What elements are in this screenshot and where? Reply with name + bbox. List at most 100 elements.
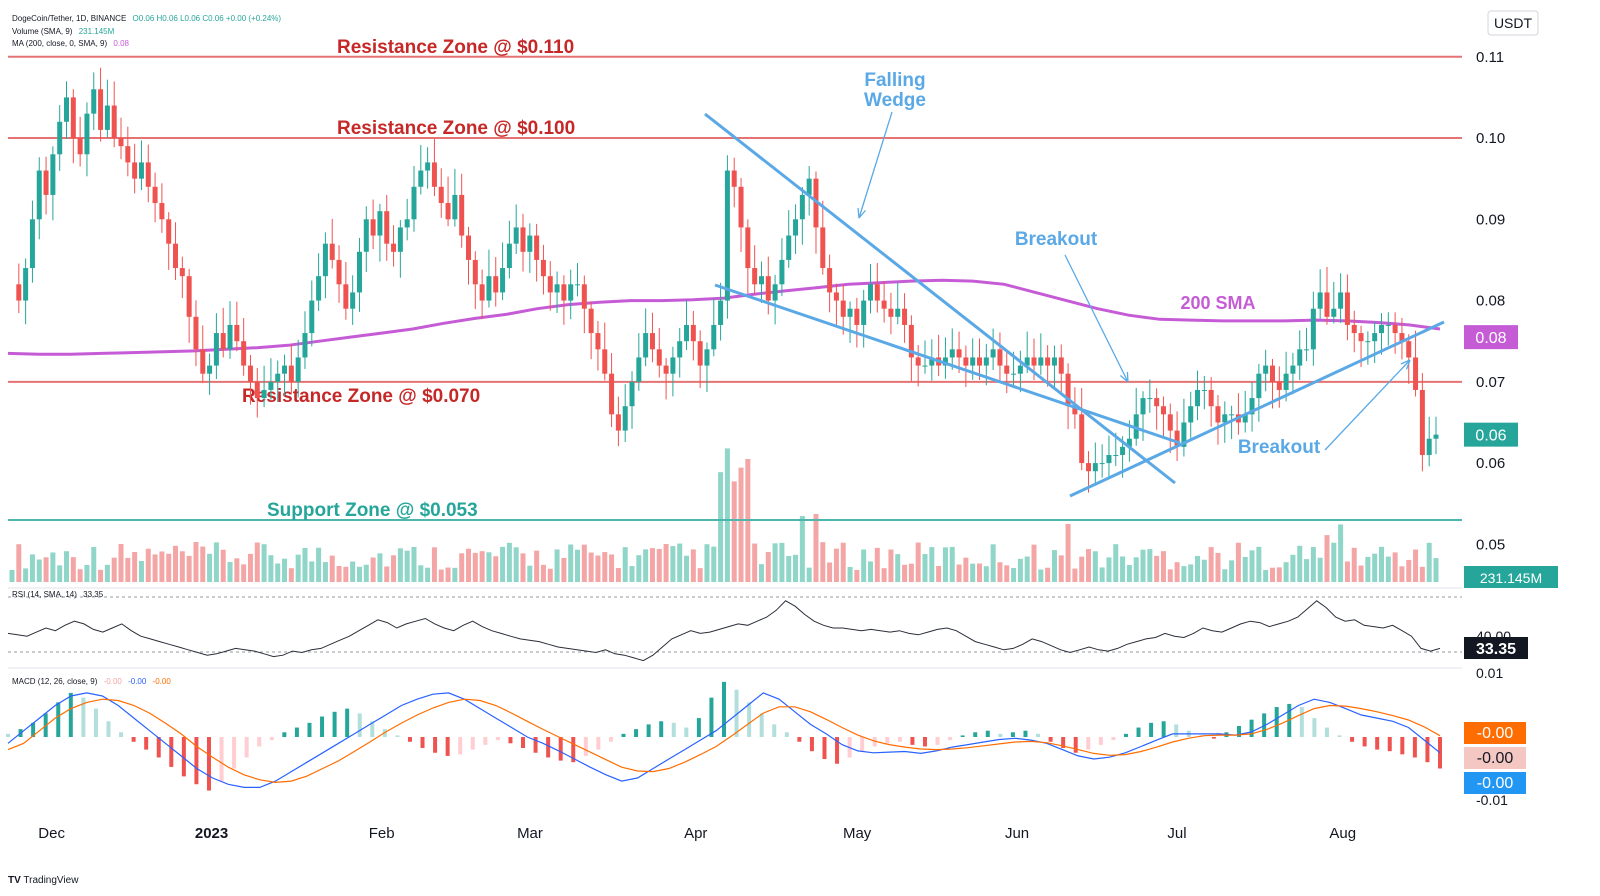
macd-histogram-bar — [809, 737, 814, 752]
volume-bar — [711, 546, 717, 582]
volume-bar — [738, 467, 744, 582]
candle-body — [1017, 365, 1023, 374]
volume-bar — [1385, 556, 1391, 582]
sma-200-line — [7, 278, 1441, 356]
candle-body — [384, 211, 390, 244]
volume-bar — [186, 555, 192, 582]
volume-bar — [718, 472, 724, 582]
candle-body — [1365, 341, 1371, 343]
candle-body — [1344, 292, 1350, 325]
candle-body — [118, 138, 124, 147]
price-badge-label: 0.08 — [1475, 330, 1506, 347]
candle-body — [1229, 414, 1235, 416]
volume-bar — [1195, 555, 1201, 582]
wedge-lower-line — [714, 283, 1181, 445]
volume-bar — [1338, 524, 1344, 582]
macd-histogram-bar — [571, 737, 576, 763]
candle-body — [745, 227, 751, 269]
volume-bar — [1297, 545, 1303, 582]
candle-body — [867, 284, 873, 301]
macd-line — [7, 692, 1441, 788]
candle-body — [404, 219, 410, 228]
sma-200-path — [7, 278, 1441, 356]
volume-label[interactable]: Volume (SMA, 9) — [12, 27, 73, 36]
macd-histogram-bar — [860, 737, 865, 752]
volume-bar — [268, 555, 274, 582]
x-tick-label: Apr — [684, 825, 707, 842]
candle-body — [57, 121, 63, 155]
volume-bar — [575, 549, 581, 582]
candle-body — [575, 284, 581, 286]
candle-body — [295, 357, 301, 382]
candle-body — [1406, 341, 1412, 358]
volume-bar — [1201, 559, 1207, 582]
candle-body — [1126, 438, 1132, 447]
sma-200-label: 200 SMA — [1180, 293, 1255, 313]
candle-body — [104, 105, 110, 130]
volume-bar — [820, 542, 826, 582]
macd-label[interactable]: MACD (12, 26, close, 9) — [12, 677, 98, 686]
macd-histogram-bar — [508, 737, 513, 744]
macd-tick-lower: -0.01 — [1476, 792, 1508, 808]
macd-histogram-bar — [998, 733, 1003, 737]
candle-body — [554, 284, 560, 293]
volume-bar — [1249, 550, 1255, 582]
volume-bar — [159, 551, 165, 582]
volume-bar — [1004, 565, 1010, 582]
volume-bar — [949, 546, 955, 582]
candle-body — [1433, 434, 1439, 439]
legend-volume-row: Volume (SMA, 9) 231.145M — [12, 27, 118, 36]
rsi-label[interactable]: RSI (14, SMA, 14) — [12, 590, 77, 599]
volume-bar — [854, 569, 860, 582]
volume-bar — [220, 549, 226, 582]
tradingview-logo[interactable]: TV TradingView — [8, 875, 79, 886]
volume-bar — [70, 557, 76, 582]
candle-body — [1331, 308, 1337, 317]
volume-bar — [227, 562, 233, 582]
resistance-label: Resistance Zone @ $0.070 — [242, 386, 480, 407]
candle-body — [690, 324, 696, 342]
volume-bar — [1045, 567, 1051, 582]
volume-bar — [1365, 556, 1371, 582]
macd-badge — [1464, 747, 1526, 769]
candle-body — [1351, 324, 1357, 334]
macd-histogram-bar — [31, 722, 36, 737]
volume-bar — [847, 567, 853, 582]
symbol-label[interactable]: DogeCoin/Tether, 1D, BINANCE — [12, 14, 127, 23]
candle-body — [1106, 454, 1112, 464]
candle-body — [1338, 292, 1344, 309]
candle-body — [84, 113, 90, 155]
candle-body — [520, 227, 526, 252]
volume-bar — [363, 564, 369, 582]
candle-body — [1290, 365, 1296, 374]
candle-body — [1051, 357, 1057, 366]
candle-body — [752, 268, 758, 285]
candle-body — [479, 284, 485, 301]
candle-body — [145, 162, 151, 187]
candle-body — [316, 276, 322, 301]
candle-body — [452, 194, 458, 220]
macd-value-3: -0.00 — [152, 677, 171, 686]
ma-label[interactable]: MA (200, close, 0, SMA, 9) — [12, 39, 108, 48]
candle-body — [350, 292, 356, 309]
macd-histogram-bar — [1036, 733, 1041, 737]
macd-histogram-bar — [269, 737, 274, 741]
volume-value: 231.145M — [78, 27, 115, 36]
candle-body — [1358, 333, 1364, 342]
legend-symbol-row: DogeCoin/Tether, 1D, BINANCE O0.06 H0.06… — [12, 14, 285, 23]
volume-bar — [384, 566, 390, 582]
volume-bar — [568, 544, 574, 582]
candle-body — [227, 324, 233, 350]
macd-histogram-bar — [1362, 737, 1367, 747]
macd-histogram-bar — [495, 737, 500, 741]
volume-bar — [690, 549, 696, 582]
volume-bar — [758, 564, 764, 582]
volume-badge-label: 231.145M — [1480, 570, 1542, 586]
candle-body — [595, 333, 601, 350]
macd-badge — [1464, 772, 1526, 794]
volume-bar — [1344, 561, 1350, 582]
candle-body — [1024, 357, 1030, 366]
candle-body — [1263, 365, 1269, 374]
